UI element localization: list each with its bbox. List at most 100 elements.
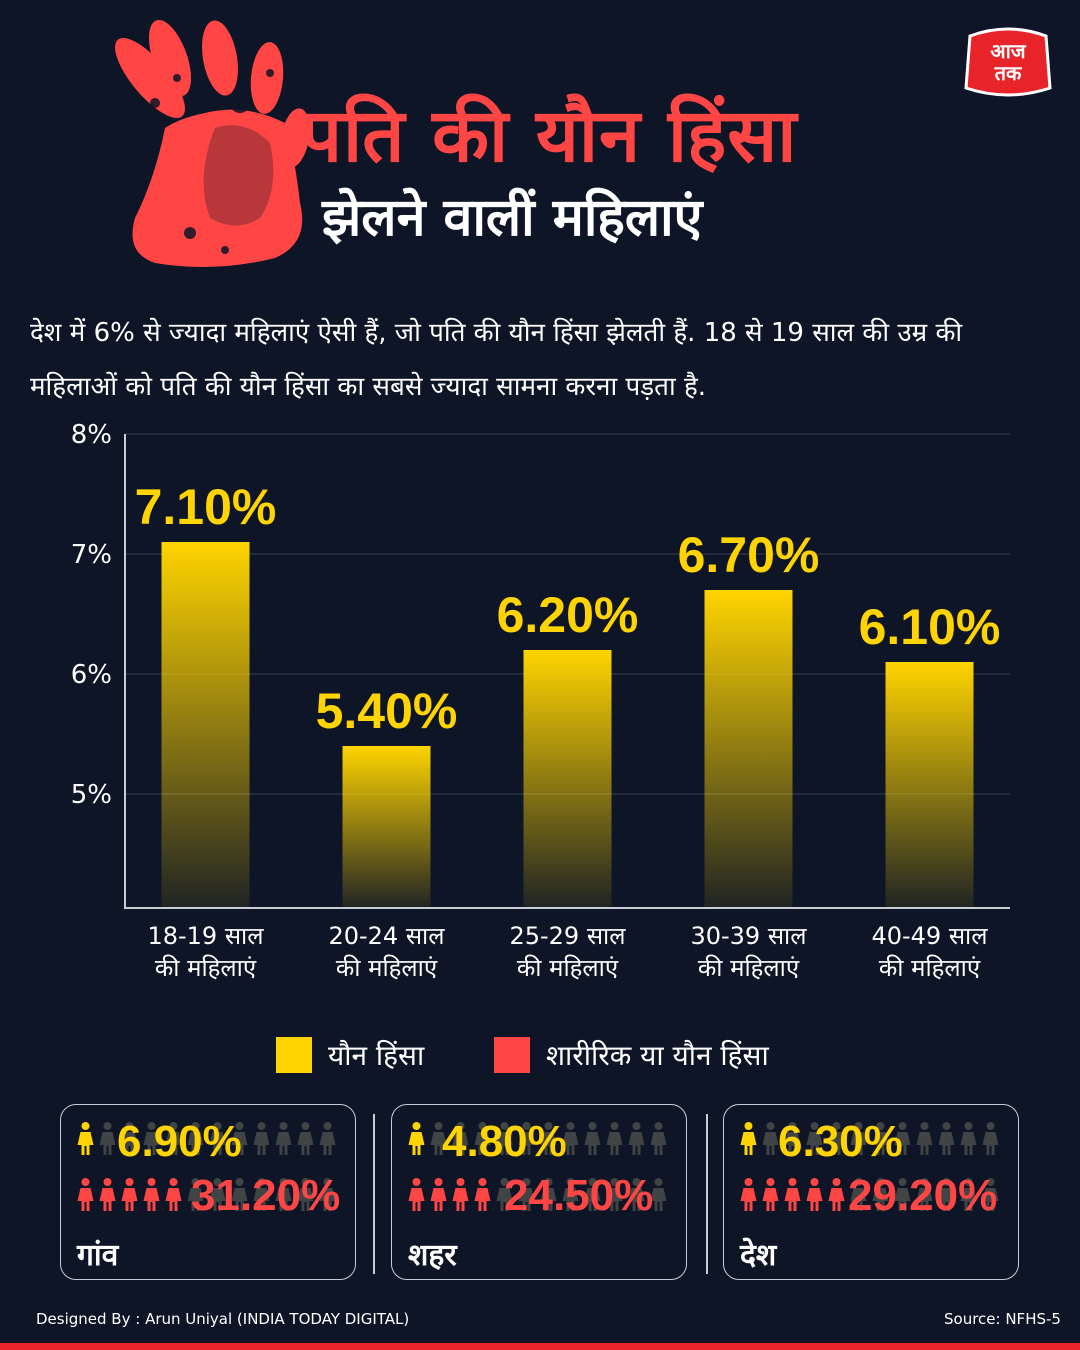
legend-swatch-red (494, 1037, 530, 1073)
bar (885, 662, 974, 908)
person-icon (518, 1122, 535, 1155)
person-icon (209, 1178, 226, 1211)
person-icon (99, 1122, 116, 1155)
person-icon (99, 1178, 116, 1211)
logo-text: आज तक (962, 40, 1054, 84)
aaj-tak-logo: आज तक (962, 26, 1054, 102)
value-labels: 7.10% 5.40% 6.20% 6.70% 6.10% (135, 479, 1001, 739)
stat-box-city: 4.80% 24.50% शहर (391, 1104, 687, 1280)
x-tick-label: 30-39 साल (690, 922, 807, 950)
person-icon (77, 1122, 94, 1155)
bar-chart: 7.10% 5.40% 6.20% 6.70% 6.10% 5% 6% 7% 8% 18-19… (71, 420, 1010, 982)
person-icon (650, 1178, 667, 1211)
person-icon (850, 1178, 867, 1211)
person-icon (165, 1122, 182, 1155)
stat-physical-value: 29.20% (848, 1171, 998, 1220)
x-tick-label: की महिलाएं (155, 954, 257, 982)
stat-physical-value: 24.50% (504, 1171, 654, 1220)
person-icon (938, 1178, 955, 1211)
person-icon (187, 1122, 204, 1155)
legend-label: शारीरिक या यौन हिंसा (546, 1039, 769, 1072)
person-icon (275, 1122, 292, 1155)
stat-box-label: शहर (408, 1238, 457, 1273)
bar-value-label: 7.10% (135, 479, 277, 535)
x-tick-label: की महिलाएं (879, 954, 981, 982)
person-icon (253, 1122, 270, 1155)
person-icon (518, 1178, 535, 1211)
person-icon (297, 1122, 314, 1155)
person-icon (828, 1178, 845, 1211)
person-icon (562, 1178, 579, 1211)
stat-physical-value: 31.20% (191, 1171, 341, 1220)
person-icon (784, 1122, 801, 1155)
person-icon (762, 1122, 779, 1155)
person-icon (584, 1178, 601, 1211)
person-icon (77, 1178, 94, 1211)
person-icon (894, 1178, 911, 1211)
bar-value-label: 6.10% (859, 599, 1001, 655)
logo-text-top: आज (990, 39, 1026, 63)
stat-sexual-value: 6.90% (117, 1117, 242, 1166)
y-tick-label: 6% (71, 660, 112, 690)
person-icon (143, 1178, 160, 1211)
person-icon (121, 1178, 138, 1211)
divider (373, 1114, 375, 1274)
person-icon (850, 1122, 867, 1155)
person-icon (408, 1122, 425, 1155)
bar (161, 542, 250, 908)
person-icon (540, 1178, 557, 1211)
x-tick-label: 40-49 साल (871, 922, 988, 950)
person-icon (275, 1178, 292, 1211)
person-icon (562, 1122, 579, 1155)
person-icon (960, 1178, 977, 1211)
person-icon (784, 1178, 801, 1211)
figure-row-sexual (406, 1121, 670, 1157)
x-tick-label: की महिलाएं (698, 954, 800, 982)
person-icon (143, 1122, 160, 1155)
x-tick-label: की महिलाएं (517, 954, 619, 982)
person-icon (496, 1178, 513, 1211)
person-icon (872, 1122, 889, 1155)
stat-box-label: गांव (77, 1238, 119, 1273)
y-axis-ticks: 5% 6% 7% 8% (71, 420, 112, 810)
person-icon (430, 1122, 447, 1155)
person-icon (474, 1122, 491, 1155)
person-icon (806, 1122, 823, 1155)
person-icon (474, 1178, 491, 1211)
person-icon (430, 1178, 447, 1211)
person-icon (209, 1122, 226, 1155)
person-icon (938, 1122, 955, 1155)
figure-row-physical (75, 1177, 339, 1213)
person-icon (297, 1178, 314, 1211)
y-tick-label: 8% (71, 420, 112, 450)
person-icon (187, 1178, 204, 1211)
person-icon (628, 1178, 645, 1211)
stat-box-country: 6.30% 29.20% देश (723, 1104, 1019, 1280)
x-tick-label: 20-24 साल (328, 922, 445, 950)
legend: यौन हिंसा शारीरिक या यौन हिंसा (0, 1036, 1080, 1082)
person-icon (231, 1178, 248, 1211)
person-icon (496, 1122, 513, 1155)
person-icon (452, 1178, 469, 1211)
person-icon (740, 1122, 757, 1155)
person-icon (231, 1122, 248, 1155)
x-tick-label: की महिलाएं (336, 954, 438, 982)
person-icon (606, 1122, 623, 1155)
person-icon (806, 1178, 823, 1211)
figure-row-sexual (738, 1121, 1002, 1157)
person-icon (762, 1178, 779, 1211)
title-line2: झेलने वालीं महिलाएं (322, 188, 703, 248)
person-icon (540, 1122, 557, 1155)
stat-box-label: देश (740, 1238, 777, 1273)
person-icon (452, 1122, 469, 1155)
person-icon (319, 1122, 336, 1155)
figure-row-physical (738, 1177, 1002, 1213)
person-icon (828, 1122, 845, 1155)
source-note: Source: NFHS-5 (944, 1310, 1061, 1328)
person-icon (894, 1122, 911, 1155)
person-icon (960, 1122, 977, 1155)
legend-swatch-yellow (276, 1037, 312, 1073)
stat-sexual-value: 4.80% (442, 1117, 567, 1166)
figure-row-physical (406, 1177, 670, 1213)
person-icon (606, 1178, 623, 1211)
